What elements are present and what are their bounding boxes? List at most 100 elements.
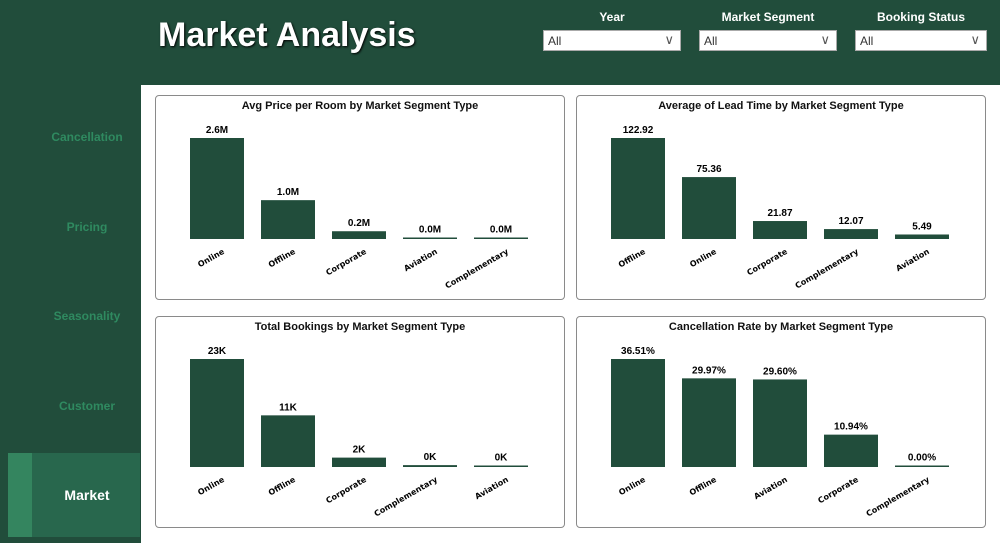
year-filter: Year All ∨ (543, 10, 681, 51)
data-label: 1.0M (277, 187, 299, 198)
data-label: 122.92 (623, 125, 654, 136)
active-indicator (8, 453, 32, 537)
category-label: Offline (267, 247, 298, 270)
bar-complementary[interactable] (474, 237, 528, 240)
category-label: Offline (688, 475, 719, 498)
category-label: Aviation (894, 247, 931, 273)
year-dropdown[interactable]: All ∨ (543, 30, 681, 51)
category-label: Offline (267, 475, 298, 498)
bar-corporate[interactable] (824, 434, 878, 467)
data-label: 36.51% (621, 346, 655, 357)
bar-aviation[interactable] (895, 234, 949, 239)
data-label: 0K (424, 452, 438, 463)
category-label: Online (617, 475, 647, 498)
chart-svg: 36.51% Online 29.97% Offline 29.60% Aviation 1… (611, 346, 949, 519)
data-label: 21.87 (767, 208, 792, 219)
market-segment-filter-label: Market Segment (721, 10, 815, 24)
category-label: Complementary (444, 247, 511, 291)
nav-label: Cancellation (51, 130, 123, 144)
nav-pricing[interactable]: Pricing (8, 185, 140, 269)
bar-online[interactable] (682, 177, 736, 239)
data-label: 0K (495, 453, 509, 464)
bar-online[interactable] (190, 359, 244, 467)
bar-aviation[interactable] (753, 379, 807, 467)
bar-corporate[interactable] (332, 231, 386, 239)
bar-offline[interactable] (611, 138, 665, 239)
category-label: Aviation (473, 475, 510, 501)
chart-svg: 122.92 Offline 75.36 Online 21.87 Corporate 12… (611, 125, 949, 291)
lead-time-chart[interactable]: Average of Lead Time by Market Segment T… (576, 95, 986, 300)
data-label: 0.0M (419, 225, 441, 236)
nav-cancellation[interactable]: Cancellation (8, 95, 140, 179)
data-label: 11K (279, 402, 298, 413)
total-bookings-chart[interactable]: Total Bookings by Market Segment Type 23… (155, 316, 565, 528)
data-label: 2.6M (206, 125, 228, 136)
bar-corporate[interactable] (332, 457, 386, 467)
cancellation-rate-chart[interactable]: Cancellation Rate by Market Segment Type… (576, 316, 986, 528)
chevron-down-icon: ∨ (970, 32, 980, 47)
sidebar: Cancellation Pricing Seasonality Custome… (0, 85, 141, 543)
data-label: 0.00% (908, 453, 936, 464)
nav-market[interactable]: Market (8, 453, 140, 537)
data-label: 2K (353, 445, 367, 456)
booking-status-value: All (860, 34, 874, 48)
category-label: Corporate (816, 475, 860, 506)
category-label: Corporate (324, 475, 368, 506)
bar-online[interactable] (190, 138, 244, 239)
data-label: 12.07 (838, 216, 863, 227)
category-label: Complementary (373, 475, 440, 519)
chart-svg: 2.6M Online 1.0M Offline 0.2M Corporate 0.0M Av… (190, 125, 528, 291)
year-value: All (548, 34, 562, 48)
chart-title: Cancellation Rate by Market Segment Type (668, 321, 894, 333)
category-label: Online (196, 247, 226, 270)
bar-aviation[interactable] (474, 465, 528, 468)
category-label: Aviation (752, 475, 789, 501)
chevron-down-icon: ∨ (664, 32, 674, 47)
year-filter-label: Year (599, 10, 625, 24)
bar-complementary[interactable] (824, 229, 878, 239)
nav-label: Seasonality (53, 309, 121, 323)
category-label: Offline (617, 247, 648, 270)
bar-offline[interactable] (682, 378, 736, 467)
data-label: 5.49 (912, 221, 932, 232)
bar-online[interactable] (611, 359, 665, 467)
data-label: 75.36 (696, 164, 721, 175)
chart-title: Average of Lead Time by Market Segment T… (658, 100, 904, 112)
report-canvas: Avg Price per Room by Market Segment Typ… (141, 85, 1000, 543)
header: Market Analysis Year All ∨ Market Segment… (0, 0, 1000, 85)
data-label: 0.0M (490, 225, 512, 236)
chart-title: Avg Price per Room by Market Segment Typ… (241, 100, 479, 112)
market-segment-value: All (704, 34, 718, 48)
bar-corporate[interactable] (753, 221, 807, 239)
bar-offline[interactable] (261, 200, 315, 239)
data-label: 0.2M (348, 218, 370, 229)
nav-customer[interactable]: Customer (8, 364, 140, 448)
nav-label: Pricing (66, 220, 108, 234)
chevron-down-icon: ∨ (820, 32, 830, 47)
bar-offline[interactable] (261, 415, 315, 467)
data-label: 29.97% (692, 365, 726, 376)
bar-aviation[interactable] (403, 237, 457, 240)
data-label: 23K (208, 346, 227, 357)
category-label: Aviation (402, 247, 439, 273)
booking-status-filter: Booking Status All ∨ (855, 10, 987, 51)
chart-svg: 23K Online 11K Offline 2K Corporate 0K Compleme… (190, 346, 528, 519)
booking-status-filter-label: Booking Status (876, 10, 965, 24)
bar-complementary[interactable] (895, 465, 949, 468)
category-label: Corporate (324, 247, 368, 278)
category-label: Complementary (794, 247, 861, 291)
booking-status-dropdown[interactable]: All ∨ (855, 30, 987, 51)
data-label: 10.94% (834, 422, 868, 433)
nav-label: Market (64, 487, 110, 503)
market-segment-dropdown[interactable]: All ∨ (699, 30, 837, 51)
data-label: 29.60% (763, 366, 797, 377)
category-label: Complementary (865, 475, 932, 519)
nav-seasonality[interactable]: Seasonality (8, 274, 140, 358)
category-label: Online (196, 475, 226, 498)
page-title: Market Analysis (158, 16, 416, 54)
chart-title: Total Bookings by Market Segment Type (254, 321, 466, 333)
market-segment-filter: Market Segment All ∨ (699, 10, 837, 51)
nav-label: Customer (58, 399, 115, 413)
avg-price-chart[interactable]: Avg Price per Room by Market Segment Typ… (155, 95, 565, 300)
bar-complementary[interactable] (403, 465, 457, 467)
